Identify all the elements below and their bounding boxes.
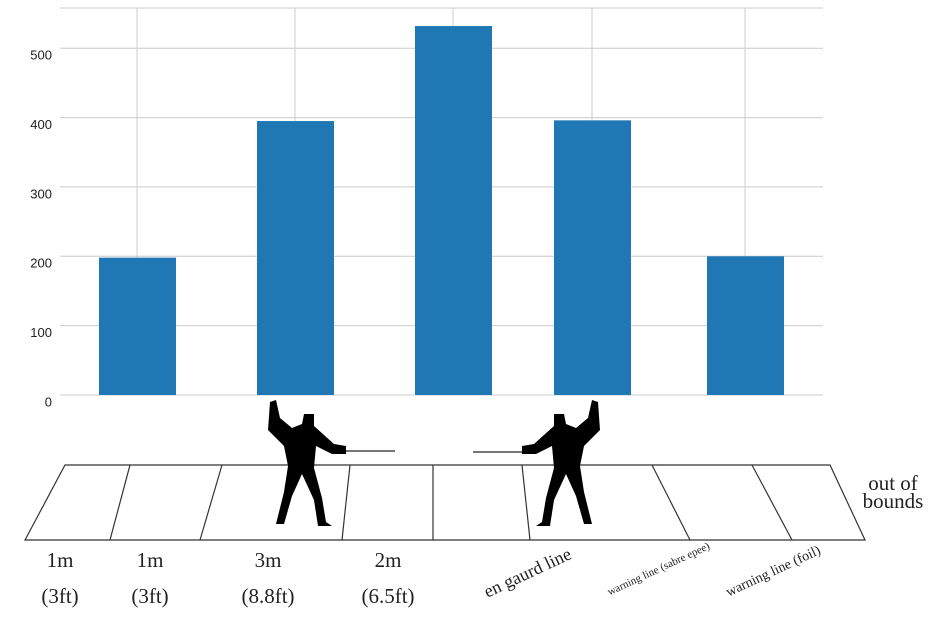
fencer-left <box>268 400 395 526</box>
annotation: en gaurd line <box>481 544 575 602</box>
plot: 0 100 200 300 400 500 <box>30 7 823 409</box>
annotation: warning line (foil) <box>724 543 824 600</box>
y-tick-label: 200 <box>30 256 52 271</box>
annotation: (6.5ft) <box>361 584 414 608</box>
piste-line <box>341 464 351 541</box>
annotation: out of <box>868 471 918 495</box>
annotation: 2m <box>375 548 402 572</box>
annotation: 1m <box>47 548 74 572</box>
piste-line <box>521 464 531 541</box>
bar <box>415 26 492 395</box>
piste-line <box>751 464 793 541</box>
annotation: bounds <box>863 489 924 513</box>
piste-line <box>651 464 691 541</box>
bar <box>257 121 334 395</box>
piste-line <box>109 464 131 541</box>
bar <box>707 256 784 395</box>
fencer-right <box>473 400 600 526</box>
annotation: (3ft) <box>131 584 168 608</box>
bar <box>99 257 176 395</box>
y-tick-label: 100 <box>30 325 52 340</box>
y-tick-label: 300 <box>30 186 52 201</box>
fencing-piste <box>24 464 866 541</box>
annotation: (3ft) <box>41 584 78 608</box>
y-tick-label: 400 <box>30 117 52 132</box>
annotation: 3m <box>255 548 282 572</box>
y-tick-label: 500 <box>30 48 52 63</box>
y-tick-label: 0 <box>45 394 52 409</box>
bar <box>554 120 631 396</box>
annotation: 1m <box>137 548 164 572</box>
piste-line <box>199 464 223 541</box>
annotation: (8.8ft) <box>241 584 294 608</box>
piste-outline <box>24 464 866 541</box>
annotation: warning line (sabre epee) <box>606 540 712 598</box>
